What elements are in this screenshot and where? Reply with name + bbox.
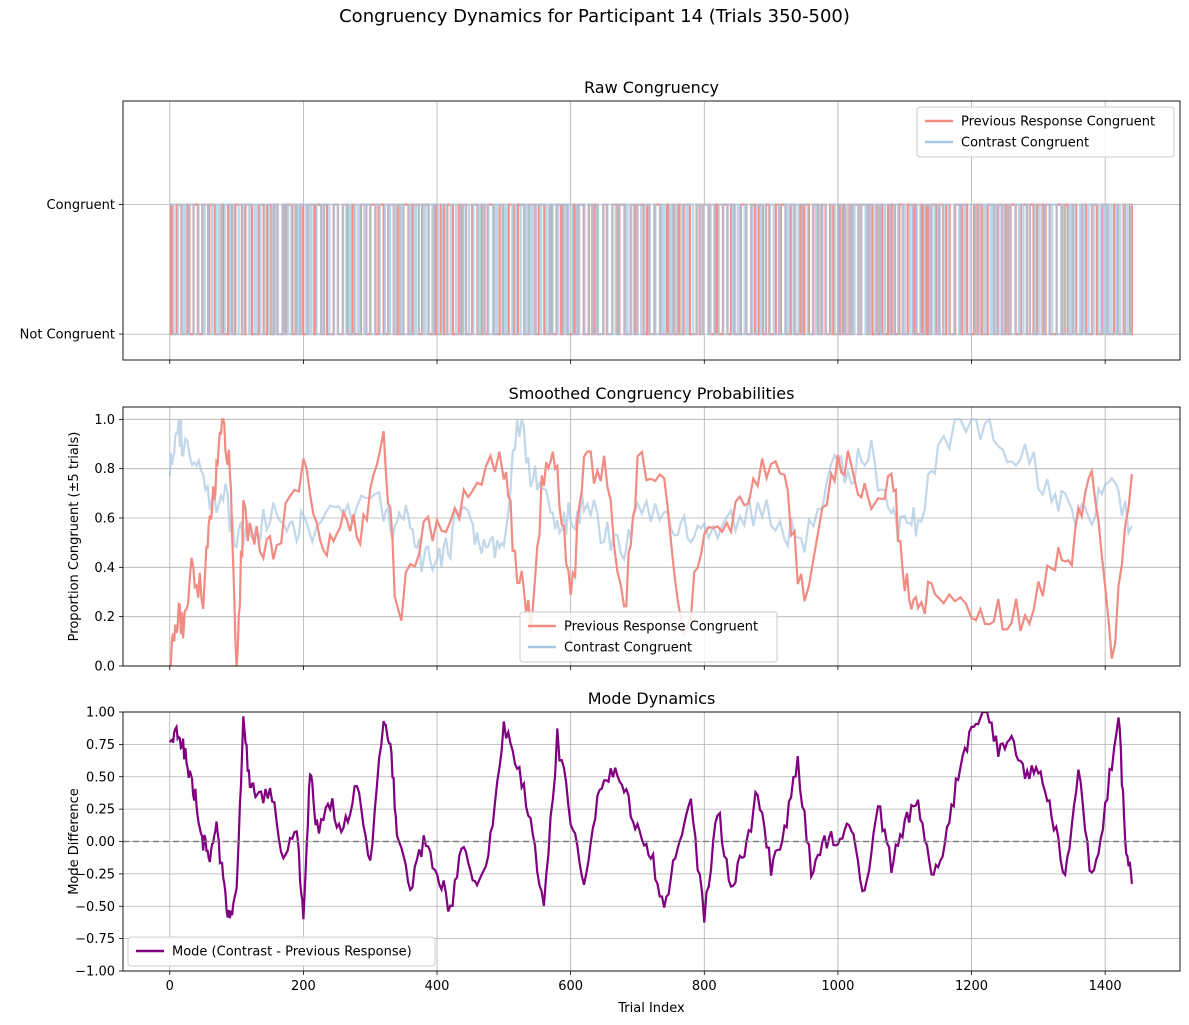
y-tick-label: 0.25 bbox=[86, 803, 115, 818]
y-tick-label: Congruent bbox=[47, 198, 115, 213]
y-axis-label: Proportion Congruent (±5 trials) bbox=[67, 432, 82, 642]
x-tick-label: 1000 bbox=[821, 979, 854, 994]
y-tick-label: 0.2 bbox=[94, 610, 115, 625]
legend: Previous Response Congruent Contrast Cong… bbox=[519, 611, 778, 663]
y-tick-label: −0.25 bbox=[75, 867, 115, 882]
y-tick-label: −1.00 bbox=[75, 965, 115, 980]
y-tick-label: 0.0 bbox=[94, 660, 115, 675]
y-tick-label: 0.00 bbox=[86, 835, 115, 850]
y-tick-label: 0.50 bbox=[86, 770, 115, 785]
y-tick-label: 0.6 bbox=[94, 512, 115, 527]
x-tick-label: 400 bbox=[425, 979, 450, 994]
legend: Previous Response Congruent Contrast Cong… bbox=[916, 106, 1175, 158]
legend-entry: Previous Response Congruent bbox=[564, 620, 758, 635]
y-tick-label: 0.8 bbox=[94, 462, 115, 477]
series-previous-response-smoothed bbox=[168, 418, 1133, 666]
x-tick-label: 600 bbox=[558, 979, 583, 994]
y-tick-label: 1.0 bbox=[94, 413, 115, 428]
y-tick-label: −0.50 bbox=[75, 900, 115, 915]
legend-entry: Mode (Contrast - Previous Response) bbox=[172, 945, 412, 960]
series-contrast-raw bbox=[169, 203, 1132, 336]
y-axis-label: Mode Difference bbox=[67, 788, 82, 895]
legend-entry: Contrast Congruent bbox=[564, 641, 692, 656]
x-tick-label: 200 bbox=[291, 979, 316, 994]
y-tick-label: −0.75 bbox=[75, 932, 115, 947]
series-contrast-smoothed bbox=[168, 417, 1133, 574]
legend: Mode (Contrast - Previous Response) bbox=[127, 936, 436, 967]
panel-title: Smoothed Congruency Probabilities bbox=[509, 384, 795, 403]
x-tick-label: 800 bbox=[692, 979, 717, 994]
x-axis-label: Trial Index bbox=[617, 1001, 685, 1016]
x-tick-label: 0 bbox=[166, 979, 174, 994]
figure-title: Congruency Dynamics for Participant 14 (… bbox=[339, 6, 850, 27]
panel-title: Mode Dynamics bbox=[588, 689, 716, 708]
legend-box bbox=[519, 611, 778, 663]
legend-box bbox=[916, 106, 1175, 158]
y-tick-label: Not Congruent bbox=[20, 328, 115, 343]
mode-dynamics-panel: −1.00 −0.75 −0.50 −0.25 0.00 0.25 0.50 0.75 1.00… bbox=[67, 689, 1181, 1016]
x-tick-label: 1400 bbox=[1089, 979, 1122, 994]
series-previous-response-raw bbox=[169, 203, 1133, 336]
x-tick-label: 1200 bbox=[955, 979, 988, 994]
y-tick-label: 0.4 bbox=[94, 561, 115, 576]
y-tick-label: 0.75 bbox=[86, 738, 115, 753]
raw-congruency-panel: Not Congruent Congruent Raw Congruency Prev… bbox=[20, 78, 1181, 364]
smoothed-probabilities-panel: 0.0 0.2 0.4 0.6 0.8 1.0 Smoothed Congruency Pr… bbox=[67, 384, 1181, 675]
legend-box bbox=[127, 936, 436, 967]
axes-frame bbox=[122, 406, 1181, 667]
axes-frame bbox=[122, 711, 1181, 972]
panel-title: Raw Congruency bbox=[584, 78, 719, 97]
series-mode-difference bbox=[168, 712, 1133, 923]
legend-entry: Previous Response Congruent bbox=[961, 115, 1155, 130]
legend-entry: Contrast Congruent bbox=[961, 136, 1089, 151]
y-tick-label: 1.00 bbox=[86, 706, 115, 721]
axes-frame bbox=[122, 100, 1181, 361]
